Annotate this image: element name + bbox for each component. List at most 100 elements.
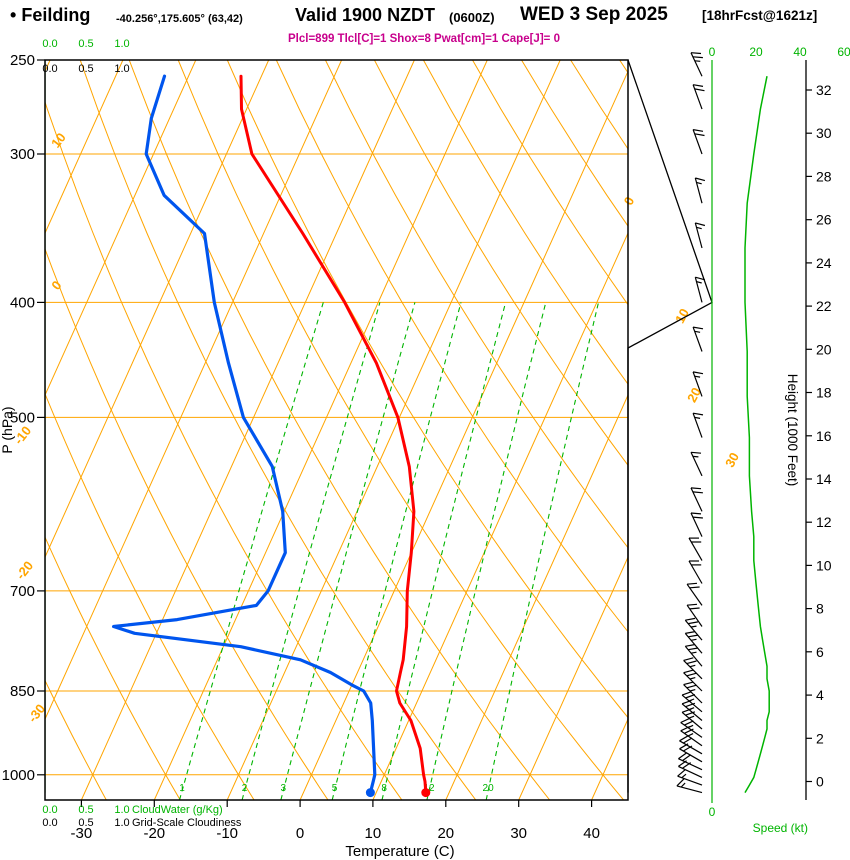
- wind-barb-staff: [688, 537, 703, 561]
- wind-barb-half-feather: [694, 375, 701, 378]
- temperature-axis: -30 -20 -10 0 10 20 30 40 Temperature (C): [71, 800, 600, 860]
- wind-barb-staff: [694, 177, 703, 204]
- wind-barb-staff: [690, 452, 703, 477]
- wind-barb-staff: [684, 619, 703, 641]
- wind-barb-feather: [684, 720, 694, 726]
- cloudiness-axis-title: Grid-Scale Cloudiness: [132, 817, 242, 829]
- mixing-ratio-line: [280, 302, 416, 800]
- adiabat-labels: 100-10-20-30: [11, 130, 69, 725]
- wind-barb-feather: [681, 691, 692, 696]
- cloudwater-top-scale: 0.0 0.5 1.0: [42, 38, 129, 50]
- mixing-ratio-line: [485, 302, 600, 800]
- height-tick-label: 4: [816, 687, 824, 703]
- wind-barb-staff: [690, 487, 703, 512]
- stability-indices: Plcl=899 Tlcl[C]=1 Shox=8 Pwat[cm]=1 Cap…: [288, 33, 560, 45]
- speed-axis-tick: 40: [793, 45, 807, 59]
- wind-barb-feather: [683, 681, 694, 686]
- isotherm-line: [518, 555, 628, 800]
- pressure-axis: 250 300 400 500 700 850 1000 P (hPa): [0, 52, 45, 784]
- wind-barb-half-feather: [680, 782, 686, 788]
- skewt-grid: [45, 60, 628, 800]
- height-tick-label: 18: [816, 385, 832, 401]
- wind-barb-feather: [692, 491, 703, 494]
- pressure-tick-label: 1000: [2, 767, 35, 784]
- station-title: • Feilding: [10, 5, 90, 26]
- wind-barb-feather: [695, 222, 706, 227]
- wind-barb-feather: [695, 177, 706, 182]
- wind-barb-feather: [680, 717, 691, 724]
- speed-axis-title: Speed (kt): [753, 821, 808, 835]
- temperature-axis-title: Temperature (C): [345, 843, 454, 860]
- height-tick-label: 32: [816, 82, 832, 98]
- wind-barb-staff: [681, 694, 703, 713]
- wind-barb-staff: [681, 711, 703, 730]
- surface-temperature-dot: [421, 788, 431, 798]
- wind-barb-feather: [690, 52, 702, 55]
- wind-barb-staff: [684, 633, 703, 654]
- dry-adiabat-line: [45, 392, 255, 800]
- wind-barb-feather: [688, 634, 699, 638]
- wind-speed-profile: [744, 76, 770, 793]
- wind-barb-staff: [692, 412, 703, 438]
- dry-adiabat-line: [45, 247, 329, 800]
- isotherm-label: 0: [621, 194, 638, 207]
- wind-barb-staff: [678, 765, 703, 778]
- wind-barb-feather: [686, 672, 697, 677]
- wind-barb-half-feather: [696, 226, 702, 230]
- wind-barb-half-feather: [689, 664, 696, 668]
- wind-barb-half-feather: [689, 689, 696, 692]
- cloudwater-bottom-scale: 0.0 0.5 1.0 CloudWater (g/Kg): [42, 804, 222, 816]
- adiabat-label: 10: [48, 130, 69, 151]
- isotherm-line: [445, 393, 628, 800]
- isotherm-line: [45, 60, 197, 397]
- mixing-ratio-label: 5: [332, 783, 338, 794]
- isotherm-line: [299, 70, 628, 800]
- wind-barb-staff: [690, 512, 703, 537]
- wind-barb-feather: [692, 412, 704, 416]
- temperature-tick-label: 10: [365, 825, 382, 842]
- isotherm-line: [45, 60, 124, 235]
- isotherm-label: 30: [722, 450, 742, 470]
- wind-barb-staff: [678, 758, 703, 771]
- temperature-tick-label: 40: [583, 825, 600, 842]
- mixing-ratio-line: [178, 302, 324, 800]
- temperature-tick-label: -10: [216, 825, 238, 842]
- wind-barb-feather: [692, 371, 704, 375]
- pressure-tick-label: 700: [10, 583, 35, 600]
- dry-adiabat-line: [45, 679, 107, 800]
- wind-barb-half-feather: [681, 773, 687, 779]
- wind-barb-staff: [680, 722, 703, 738]
- wind-barb-feather: [689, 607, 700, 610]
- wind-barb-half-feather: [694, 416, 701, 419]
- wind-barb-feather: [685, 631, 696, 634]
- dry-adiabat-line: [45, 535, 181, 800]
- cloudiness-top-scale: 0.0 0.5 1.0: [42, 63, 129, 75]
- pressure-tick-label: 850: [10, 683, 35, 700]
- wind-barb-feather: [688, 647, 699, 651]
- wind-barb-half-feather: [688, 715, 695, 719]
- wind-barb-half-feather: [689, 677, 696, 680]
- wind-barb-staff: [688, 560, 703, 584]
- mixing-ratio-label: 3: [281, 783, 287, 794]
- station-name: Feilding: [21, 5, 91, 25]
- wind-barb-staff: [692, 84, 703, 110]
- wind-barb-staff: [686, 583, 703, 606]
- wind-barb-staff: [683, 659, 703, 680]
- wind-barb-feather: [690, 487, 702, 490]
- temperature-tick-label: -20: [143, 825, 165, 842]
- speed-axis-tick: 20: [749, 45, 763, 59]
- dry-adiabat-line: [275, 60, 628, 633]
- speed-axis-tick: 60: [837, 45, 850, 59]
- height-tick-label: 30: [816, 125, 832, 141]
- height-tick-label: 26: [816, 212, 832, 228]
- wind-barb-staff: [692, 326, 703, 352]
- wind-barb-staff: [681, 703, 703, 721]
- wind-barb-half-feather: [694, 60, 701, 62]
- wind-barb-half-feather: [687, 733, 694, 737]
- temperature-curve: [239, 74, 428, 795]
- height-tick-label: 2: [816, 730, 824, 746]
- valid-time-label: Valid 1900 NZDT: [295, 5, 436, 25]
